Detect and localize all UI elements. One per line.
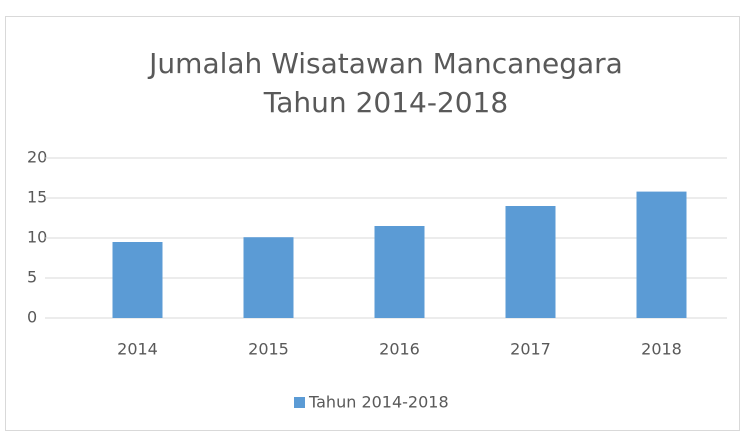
x-tick-label: 2017: [510, 340, 551, 359]
y-tick-label: 15: [27, 188, 47, 207]
y-tick-label: 5: [27, 268, 37, 287]
bar: [505, 206, 556, 318]
bar: [243, 237, 294, 318]
legend-label: Tahun 2014-2018: [308, 393, 449, 412]
x-tick-label: 2018: [641, 340, 682, 359]
x-tick-label: 2016: [379, 340, 420, 359]
x-tick-label: 2015: [248, 340, 289, 359]
chart-border: [5, 16, 740, 431]
y-tick-label: 0: [27, 308, 37, 327]
y-tick-label: 10: [27, 228, 47, 247]
chart-title: Tahun 2014-2018: [263, 86, 508, 119]
x-tick-label: 2014: [117, 340, 158, 359]
bar: [374, 226, 425, 318]
y-tick-label: 20: [27, 148, 47, 167]
bar: [112, 242, 163, 318]
legend-swatch: [294, 397, 305, 408]
chart-title: Jumalah Wisatawan Mancanegara: [147, 47, 623, 80]
bar: [636, 191, 687, 318]
